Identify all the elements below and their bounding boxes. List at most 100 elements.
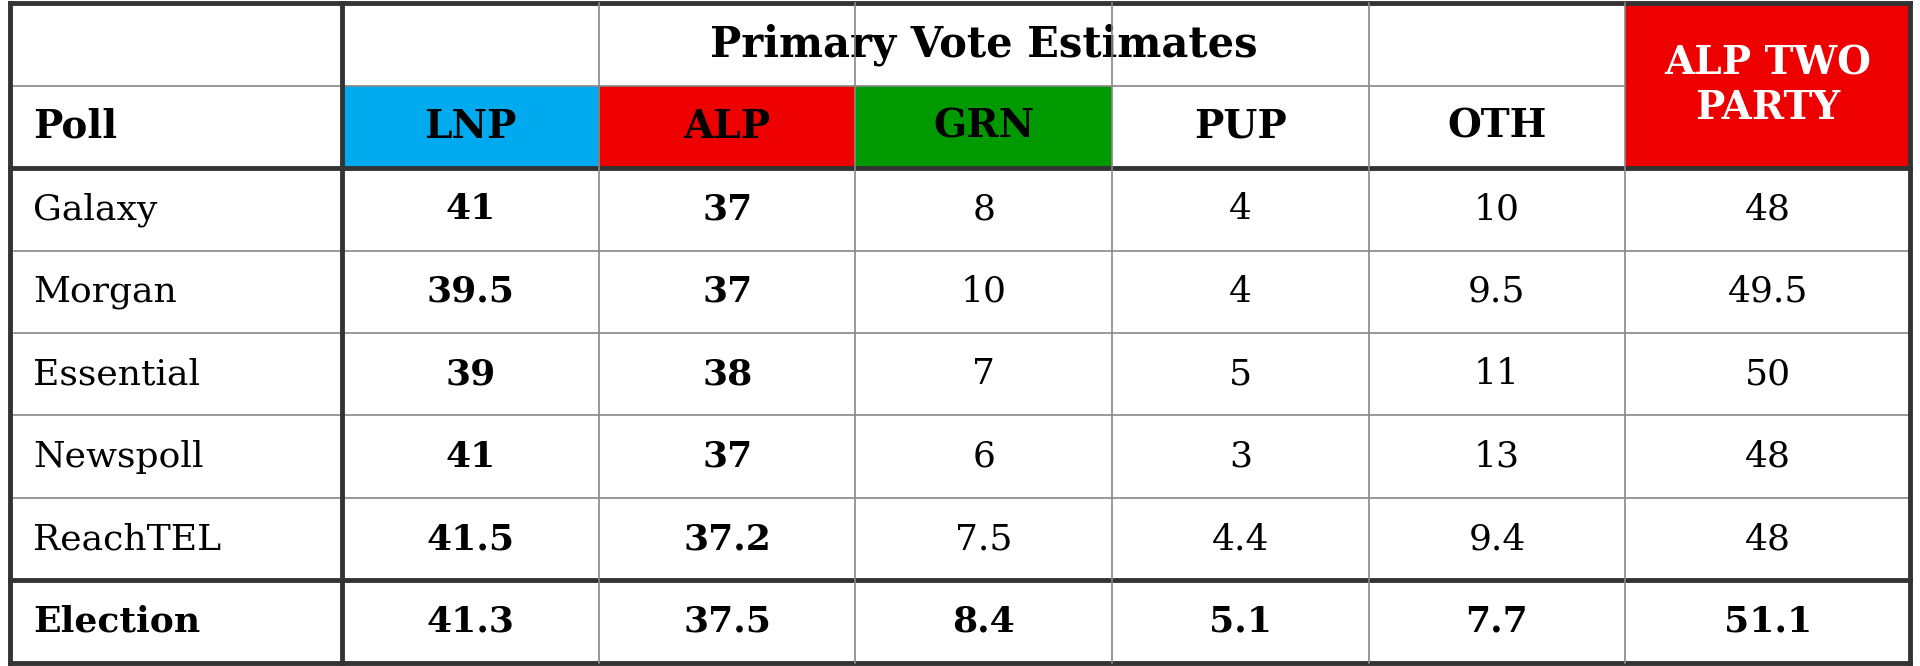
Text: 48: 48: [1745, 192, 1791, 226]
Bar: [342, 3, 1626, 86]
Bar: [10, 333, 342, 416]
Text: 8.4: 8.4: [952, 605, 1016, 639]
Bar: [1369, 250, 1626, 333]
Bar: [1112, 580, 1369, 663]
Bar: [1112, 250, 1369, 333]
Text: 49.5: 49.5: [1728, 275, 1809, 309]
Bar: [856, 86, 1112, 168]
Bar: [1112, 333, 1369, 416]
Text: 5.1: 5.1: [1210, 605, 1271, 639]
Text: 13: 13: [1475, 440, 1521, 474]
Bar: [856, 333, 1112, 416]
Bar: [10, 3, 342, 86]
Bar: [10, 498, 342, 580]
Bar: [1369, 333, 1626, 416]
Text: 37: 37: [703, 275, 753, 309]
Bar: [10, 416, 342, 498]
Text: 41.5: 41.5: [426, 522, 515, 556]
Text: 51.1: 51.1: [1724, 605, 1812, 639]
Text: 7.5: 7.5: [954, 522, 1012, 556]
Bar: [856, 498, 1112, 580]
Bar: [342, 168, 599, 250]
Bar: [599, 333, 856, 416]
Text: 10: 10: [960, 275, 1006, 309]
Text: 9.5: 9.5: [1469, 275, 1526, 309]
Text: Essential: Essential: [33, 357, 200, 391]
Text: 38: 38: [703, 357, 753, 391]
Text: Poll: Poll: [33, 108, 117, 146]
Text: 39.5: 39.5: [426, 275, 515, 309]
Bar: [1112, 416, 1369, 498]
Text: ReachTEL: ReachTEL: [33, 522, 221, 556]
Text: 6: 6: [972, 440, 995, 474]
Text: 39: 39: [445, 357, 495, 391]
Text: LNP: LNP: [424, 108, 516, 146]
Text: 4.4: 4.4: [1212, 522, 1269, 556]
Text: Morgan: Morgan: [33, 275, 177, 309]
Text: Galaxy: Galaxy: [33, 192, 157, 226]
Bar: [1626, 333, 1910, 416]
Text: Newspoll: Newspoll: [33, 440, 204, 474]
Bar: [599, 86, 856, 168]
Bar: [342, 498, 599, 580]
Text: 4: 4: [1229, 275, 1252, 309]
Bar: [10, 250, 342, 333]
Text: 8: 8: [972, 192, 995, 226]
Bar: [599, 168, 856, 250]
Bar: [1369, 416, 1626, 498]
Text: 7: 7: [972, 357, 995, 391]
Bar: [342, 250, 599, 333]
Bar: [1626, 250, 1910, 333]
Text: 48: 48: [1745, 440, 1791, 474]
Text: Election: Election: [33, 605, 200, 639]
Bar: [10, 580, 342, 663]
Bar: [599, 416, 856, 498]
Text: 41: 41: [445, 440, 495, 474]
Bar: [1626, 168, 1910, 250]
Bar: [599, 580, 856, 663]
Text: 37.5: 37.5: [684, 605, 772, 639]
Text: 3: 3: [1229, 440, 1252, 474]
Text: Primary Vote Estimates: Primary Vote Estimates: [710, 23, 1258, 66]
Text: 50: 50: [1745, 357, 1791, 391]
Bar: [1112, 168, 1369, 250]
Bar: [342, 416, 599, 498]
Bar: [10, 168, 342, 250]
Bar: [342, 86, 599, 168]
Bar: [1112, 86, 1369, 168]
Text: ALP TWO
PARTY: ALP TWO PARTY: [1665, 45, 1872, 127]
Text: 10: 10: [1475, 192, 1521, 226]
Bar: [1112, 498, 1369, 580]
Bar: [599, 498, 856, 580]
Text: 9.4: 9.4: [1469, 522, 1526, 556]
Bar: [1626, 416, 1910, 498]
Bar: [856, 168, 1112, 250]
Bar: [10, 86, 342, 168]
Text: 37: 37: [703, 192, 753, 226]
Text: 41: 41: [445, 192, 495, 226]
Bar: [1369, 86, 1626, 168]
Text: 37.2: 37.2: [684, 522, 772, 556]
Text: 48: 48: [1745, 522, 1791, 556]
Bar: [342, 333, 599, 416]
Text: 4: 4: [1229, 192, 1252, 226]
Text: PUP: PUP: [1194, 108, 1286, 146]
Bar: [1369, 168, 1626, 250]
Bar: [856, 416, 1112, 498]
Text: 11: 11: [1475, 357, 1521, 391]
Bar: [1626, 498, 1910, 580]
Bar: [1369, 580, 1626, 663]
Bar: [599, 250, 856, 333]
Text: 5: 5: [1229, 357, 1252, 391]
Bar: [342, 580, 599, 663]
Text: 7.7: 7.7: [1465, 605, 1528, 639]
Text: GRN: GRN: [933, 108, 1035, 146]
Bar: [856, 580, 1112, 663]
Text: 37: 37: [703, 440, 753, 474]
Text: 41.3: 41.3: [426, 605, 515, 639]
Bar: [1626, 580, 1910, 663]
Text: ALP: ALP: [684, 108, 770, 146]
Bar: [1369, 498, 1626, 580]
Bar: [856, 250, 1112, 333]
Text: OTH: OTH: [1448, 108, 1548, 146]
